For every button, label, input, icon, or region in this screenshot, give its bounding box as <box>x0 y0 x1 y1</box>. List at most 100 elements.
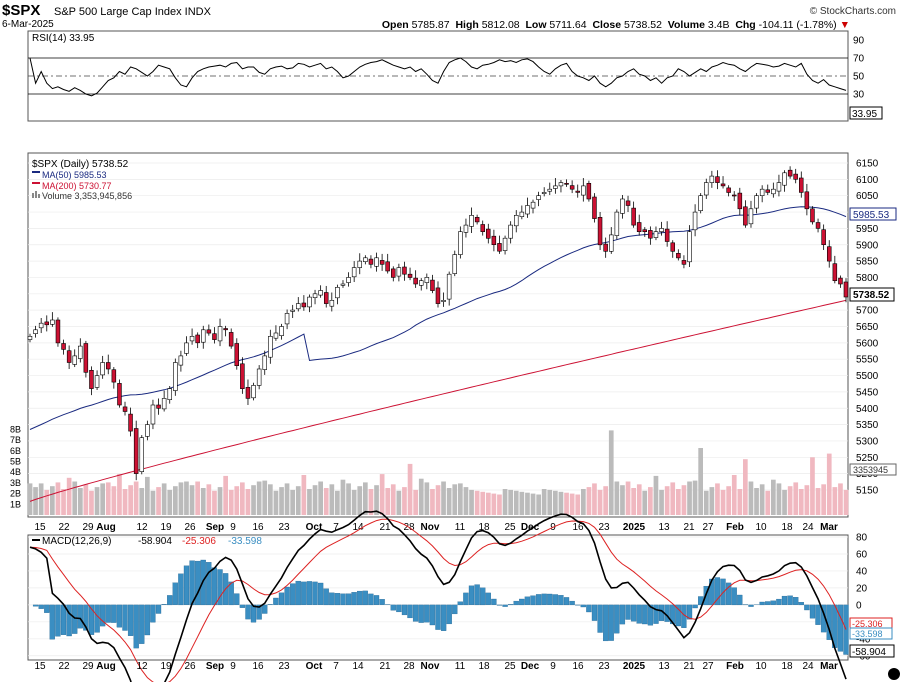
candle-body <box>357 260 362 268</box>
macd-tick-label: 20 <box>856 583 868 594</box>
volume-bar <box>642 490 648 515</box>
x-axis-label: 19 <box>160 661 172 672</box>
volume-bar <box>759 484 765 515</box>
x-axis-label: 10 <box>755 661 767 672</box>
x-axis-label: 16 <box>572 661 584 672</box>
candle-body <box>189 335 195 342</box>
volume-bar <box>122 489 128 515</box>
candle-body <box>228 332 234 347</box>
candle-body <box>156 404 161 409</box>
macd-histogram-bar <box>787 595 793 605</box>
candle-body <box>547 188 552 192</box>
candle-body <box>793 173 798 180</box>
macd-histogram-bar <box>379 599 385 605</box>
volume-tick-label: 1B <box>10 499 21 509</box>
candle-body <box>737 192 743 210</box>
candle-body <box>664 228 670 242</box>
candle-body <box>424 277 430 283</box>
candle-body <box>407 273 413 278</box>
macd-histogram-bar <box>457 601 463 606</box>
volume-bar <box>61 489 66 515</box>
volume-bar <box>189 485 195 515</box>
x-axis-label: Dec <box>521 661 540 672</box>
rsi-tick-label: 50 <box>853 72 865 83</box>
volume-bar <box>402 487 407 515</box>
x-axis-label: 12 <box>136 522 148 533</box>
ma200-line <box>29 299 847 502</box>
index-name: S&P 500 Large Cap Index INDX <box>54 6 211 18</box>
volume-bar <box>133 481 139 515</box>
macd-histogram-bar <box>603 604 609 642</box>
macd-legend-label: MACD(12,26,9) <box>42 536 111 547</box>
volume-bar <box>832 487 838 515</box>
candle-body <box>603 243 608 252</box>
x-axis-label: 10 <box>755 522 767 533</box>
candle-body <box>44 321 49 326</box>
macd-histogram-bar <box>94 604 100 633</box>
volume-bar <box>290 489 295 515</box>
macd-histogram-bar <box>362 590 368 606</box>
volume-bar <box>569 493 575 515</box>
candle-body <box>94 375 100 388</box>
volume-bar <box>150 490 156 515</box>
close-tag: 5738.52 <box>853 290 890 301</box>
macd-histogram-bar <box>150 604 156 623</box>
volume-bar <box>284 483 290 515</box>
x-axis-label: 26 <box>184 522 196 533</box>
x-axis-label: 18 <box>478 661 490 672</box>
macd-histogram-bar <box>144 604 151 636</box>
volume-bar <box>771 479 776 515</box>
x-axis-label: 18 <box>781 661 793 672</box>
volume-bar <box>167 489 173 515</box>
candle-body <box>167 388 173 401</box>
macd-histogram-bar <box>524 596 531 605</box>
candle-body <box>385 261 390 272</box>
volume-bar <box>217 487 223 515</box>
macd-histogram-bar <box>195 560 201 606</box>
volume-bar <box>363 482 368 515</box>
volume-bar <box>78 488 83 515</box>
candle-body <box>564 183 569 185</box>
x-axis-label: 13 <box>658 661 670 672</box>
candle-body <box>240 363 245 389</box>
volume-bar <box>307 489 312 515</box>
macd-histogram-bar <box>731 587 737 606</box>
ma50-tag: 5985.53 <box>853 210 890 221</box>
x-axis-label: 23 <box>278 661 290 672</box>
price-tick-label: 6100 <box>856 175 879 186</box>
x-axis-label: Feb <box>726 661 744 672</box>
candle-body <box>245 386 251 399</box>
macd-histogram-bar <box>815 604 821 625</box>
high-label: High <box>455 19 479 31</box>
scroll-dot-icon[interactable] <box>888 668 900 680</box>
macd-histogram-bar <box>793 597 799 605</box>
candle-body <box>720 183 726 187</box>
volume-bar <box>480 491 486 516</box>
volume-bar <box>659 489 664 515</box>
macd-histogram-bar <box>49 604 55 640</box>
legend-ma50: MA(50) 5985.53 <box>42 170 107 180</box>
volume-bar <box>262 480 268 515</box>
x-axis-label: Aug <box>96 522 115 533</box>
macd-histogram-bar <box>535 594 542 606</box>
candle-body <box>731 194 737 197</box>
candle-body <box>586 183 592 200</box>
candle-body <box>541 192 547 194</box>
macd-histogram-bar <box>580 604 586 608</box>
volume-bar <box>603 486 608 515</box>
x-axis-label: 24 <box>802 522 814 533</box>
macd-histogram-bar <box>513 600 519 606</box>
volume-bar <box>670 482 676 515</box>
candle-body <box>184 342 189 354</box>
volume-bar <box>530 493 536 515</box>
volume-bar <box>502 489 508 515</box>
stockcharts-credit[interactable]: © StockCharts.com <box>809 6 896 17</box>
macd-histogram-bar <box>424 604 430 623</box>
candle-body <box>223 328 228 331</box>
macd-histogram-bar <box>295 580 301 606</box>
macd-histogram-bar <box>507 604 514 606</box>
macd-histogram-bar <box>474 584 480 606</box>
volume-bar <box>66 477 72 515</box>
